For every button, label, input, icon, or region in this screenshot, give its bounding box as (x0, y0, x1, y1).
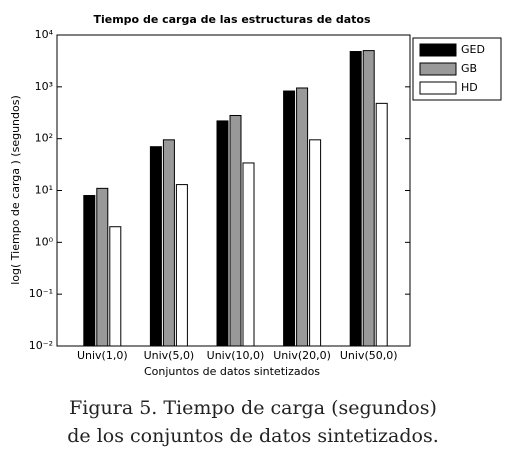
x-tick-label: Univ(50,0) (340, 349, 398, 362)
y-tick-label: 10² (35, 132, 53, 145)
y-tick-label: 10³ (35, 80, 53, 93)
y-tick-label: 10⁻¹ (29, 287, 53, 300)
bar (349, 51, 362, 347)
x-tick-label: Univ(1,0) (77, 349, 128, 362)
bar (296, 87, 309, 347)
y-axis-label: log( Tiempo de carga ) (segundos) (9, 95, 22, 285)
chart-title: Tiempo de carga de las estructuras de da… (93, 13, 370, 26)
bar (216, 120, 229, 347)
legend-label: GB (461, 62, 477, 75)
bar (229, 114, 242, 347)
caption: Figura 5. Tiempo de carga (segundos) (69, 397, 437, 419)
x-tick-label: Univ(5,0) (144, 349, 195, 362)
bar (175, 184, 188, 347)
bar (162, 139, 175, 347)
legend-swatch (419, 81, 457, 95)
bar (362, 50, 375, 347)
legend-swatch (419, 43, 457, 57)
legend-label: GED (461, 43, 485, 56)
bar (149, 146, 162, 347)
y-tick-label: 10⁻² (29, 339, 53, 352)
bar (109, 226, 122, 347)
bar (283, 90, 296, 347)
legend-swatch (419, 62, 457, 76)
bar (309, 139, 322, 347)
y-tick-label: 10¹ (35, 184, 53, 197)
x-axis-label: Conjuntos de datos sintetizados (144, 365, 320, 378)
y-tick-label: 10⁴ (35, 28, 54, 41)
legend-label: HD (461, 81, 478, 94)
x-tick-label: Univ(20,0) (273, 349, 331, 362)
bar (83, 195, 96, 347)
bar (96, 187, 109, 347)
bar (375, 102, 388, 347)
x-tick-label: Univ(10,0) (207, 349, 265, 362)
bar (242, 162, 255, 347)
caption: de los conjuntos de datos sintetizados. (67, 425, 438, 447)
y-tick-label: 10⁰ (35, 235, 54, 248)
